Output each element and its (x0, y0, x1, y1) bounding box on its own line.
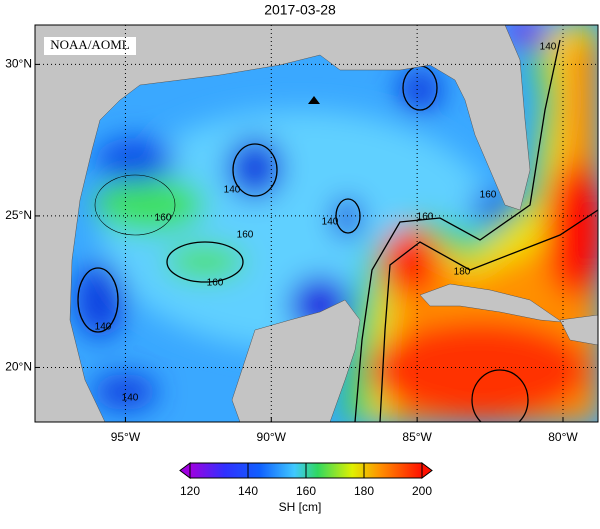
lat-label: 30°N (5, 57, 32, 71)
contour-label: 140 (95, 322, 112, 333)
contour-label: 140 (540, 42, 557, 53)
lat-label: 25°N (5, 208, 32, 222)
contour-label: 160 (207, 278, 224, 289)
contour-label: 140 (224, 185, 241, 196)
contour-label: 160 (480, 190, 497, 201)
colorbar-tick-label: 140 (238, 484, 258, 498)
lon-label: 95°W (111, 430, 141, 444)
contour-label: 140 (322, 217, 339, 228)
credit-box (44, 37, 136, 55)
credit: NOAA/AOML (50, 37, 130, 52)
colorbar-tick-label: 120 (180, 484, 200, 498)
lon-label: 80°W (548, 430, 578, 444)
map-area (35, 25, 598, 422)
colorbar-tick-label: 160 (296, 484, 316, 498)
colorbar-tick-label: 200 (412, 484, 432, 498)
title: 2017-03-28 (264, 2, 336, 18)
colorbar (179, 462, 433, 479)
map-frame (34, 24, 599, 423)
contour-label: 160 (237, 230, 254, 241)
colorbar-label: SH [cm] (279, 500, 322, 514)
contour-label: 140 (122, 393, 139, 404)
contour-label: 160 (417, 212, 434, 223)
lon-label: 90°W (257, 430, 287, 444)
contour-label: 180 (454, 267, 471, 278)
lon-label: 85°W (402, 430, 432, 444)
contour-label: 160 (155, 213, 172, 224)
colorbar-tick-label: 180 (354, 484, 374, 498)
lat-label: 20°N (5, 360, 32, 374)
